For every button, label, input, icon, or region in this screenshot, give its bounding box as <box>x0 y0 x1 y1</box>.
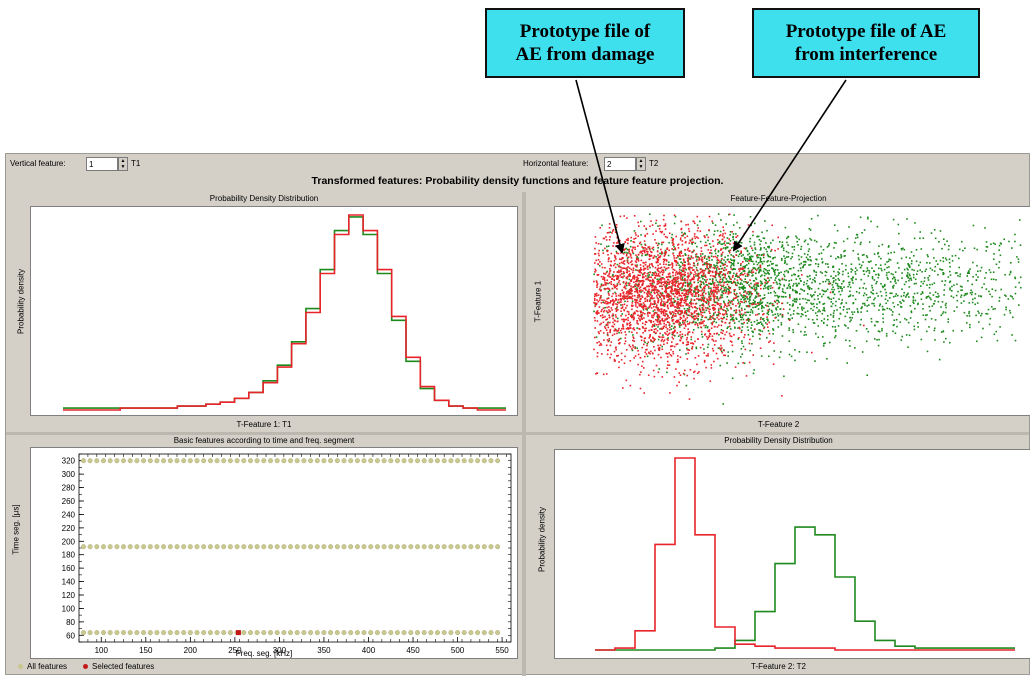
arrow-damage <box>576 80 622 252</box>
arrow-interference <box>734 80 846 250</box>
